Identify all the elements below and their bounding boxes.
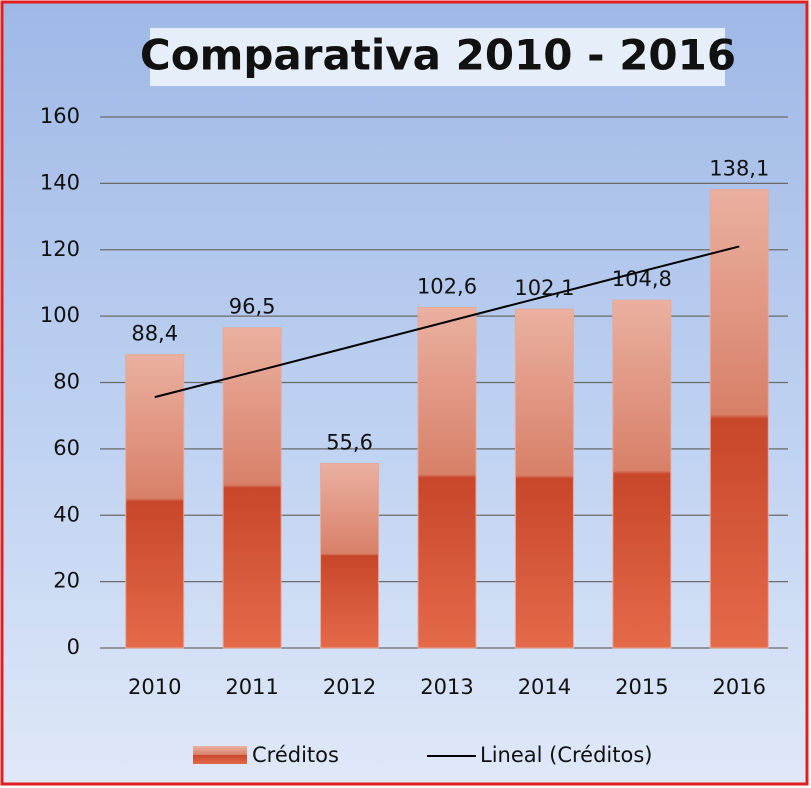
chart-title: Comparativa 2010 - 2016 xyxy=(140,31,736,80)
x-tick-label: 2015 xyxy=(615,675,668,699)
value-label: 96,5 xyxy=(229,295,276,319)
bar xyxy=(417,306,477,649)
y-tick-label: 140 xyxy=(40,170,80,194)
title-box xyxy=(150,28,725,86)
value-label: 138,1 xyxy=(709,157,769,181)
value-label: 55,6 xyxy=(326,430,373,454)
legend: Créditos Lineal (Créditos) xyxy=(193,743,652,767)
trendline xyxy=(154,245,740,399)
x-tick-label: 2011 xyxy=(225,675,278,699)
y-tick-label: 20 xyxy=(53,569,80,593)
value-label: 88,4 xyxy=(131,322,178,346)
x-tick-label: 2016 xyxy=(713,675,766,699)
legend-swatch xyxy=(193,746,247,764)
legend-label: Lineal (Créditos) xyxy=(480,743,652,767)
x-tick-label: 2014 xyxy=(518,675,571,699)
y-tick-label: 120 xyxy=(40,237,80,261)
y-tick-label: 60 xyxy=(53,436,80,460)
x-tick-label: 2013 xyxy=(420,675,473,699)
bar xyxy=(222,327,282,649)
y-tick-label: 100 xyxy=(40,303,80,327)
value-label: 102,6 xyxy=(417,274,477,298)
bar xyxy=(514,308,574,649)
legend-label: Créditos xyxy=(252,743,339,767)
bar xyxy=(320,462,380,649)
y-tick-label: 160 xyxy=(40,104,80,128)
y-tick-label: 0 xyxy=(67,635,80,659)
y-tick-label: 40 xyxy=(53,502,80,526)
y-tick-label: 80 xyxy=(53,370,80,394)
x-tick-label: 2010 xyxy=(128,675,181,699)
bar xyxy=(709,189,769,649)
bar xyxy=(612,299,672,649)
x-tick-label: 2012 xyxy=(323,675,376,699)
bar xyxy=(125,354,185,649)
